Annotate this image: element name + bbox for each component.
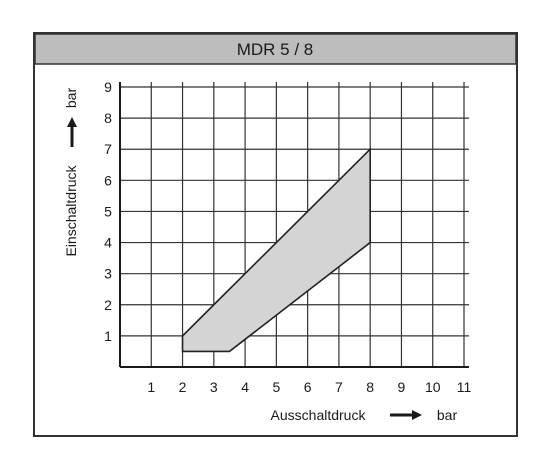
operating-region	[181, 147, 371, 353]
chart-header	[34, 33, 517, 65]
y-tick-labels: 1 2 3 4 5 6 7 8 9	[104, 79, 112, 344]
y-tick-label: 2	[104, 297, 112, 313]
y-tick-label: 4	[104, 235, 112, 251]
x-tick-label: 9	[398, 379, 406, 395]
y-axis-label: Einschaltdruck	[63, 164, 79, 256]
x-tick-label: 8	[366, 379, 374, 395]
x-tick-label: 3	[210, 379, 218, 395]
x-tick-labels: 1 2 3 4 5 6 7 8 9 10 11	[147, 379, 471, 395]
x-tick-label: 1	[147, 379, 155, 395]
region-layer	[181, 147, 371, 353]
x-tick-label: 2	[179, 379, 187, 395]
x-tick-label: 10	[425, 379, 441, 395]
x-tick-label: 6	[304, 379, 312, 395]
grid	[120, 82, 469, 367]
x-tick-label: 4	[241, 379, 249, 395]
axes	[119, 82, 469, 368]
y-tick-label: 5	[104, 203, 112, 219]
y-tick-label: 1	[104, 328, 112, 344]
chart-frame	[33, 32, 518, 437]
x-axis-unit: bar	[437, 407, 458, 423]
y-tick-label: 7	[104, 141, 112, 157]
y-axis-arrowhead	[67, 117, 77, 127]
x-axis-arrowhead	[412, 410, 422, 420]
x-tick-label: 11	[457, 379, 472, 395]
y-tick-label: 8	[104, 110, 112, 126]
chart-title: MDR 5 / 8	[237, 40, 314, 59]
x-tick-label: 7	[335, 379, 343, 395]
y-tick-label: 9	[104, 79, 112, 95]
y-tick-label: 6	[104, 172, 112, 188]
x-axis-label: Ausschaltdruck	[271, 407, 367, 423]
y-axis-unit: bar	[63, 88, 79, 109]
x-axis-title: Ausschaltdruck bar	[271, 407, 458, 423]
y-tick-label: 3	[104, 266, 112, 282]
x-tick-label: 5	[272, 379, 280, 395]
y-axis-title: Einschaltdruck bar	[63, 88, 79, 257]
